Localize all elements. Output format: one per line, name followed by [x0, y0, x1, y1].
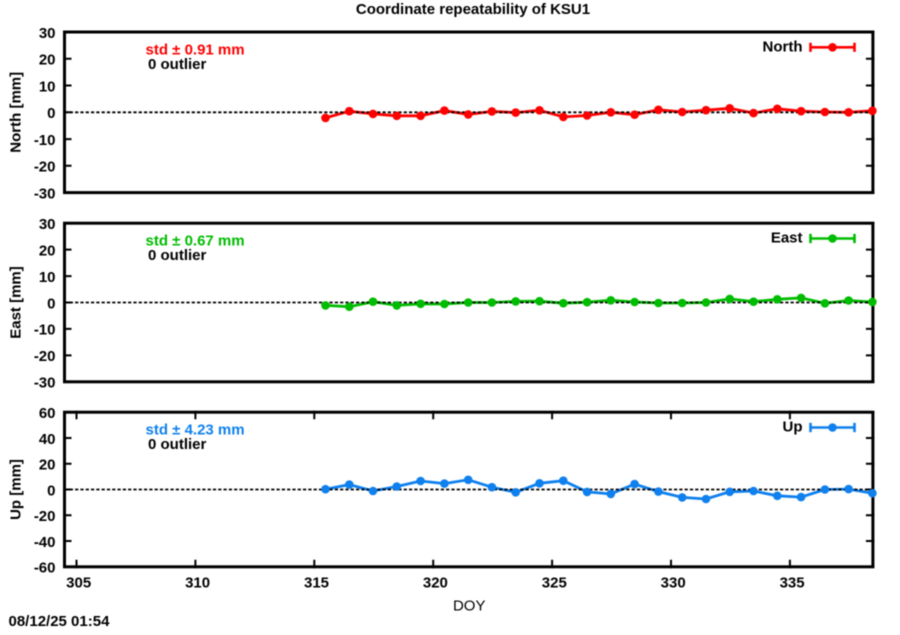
- svg-text:-30: -30: [34, 185, 56, 202]
- svg-text:North: North: [763, 39, 803, 56]
- svg-text:Up [mm]: Up [mm]: [8, 459, 25, 520]
- svg-text:0: 0: [47, 105, 55, 122]
- svg-text:325: 325: [542, 575, 567, 592]
- svg-text:0: 0: [47, 295, 55, 312]
- svg-text:-20: -20: [34, 508, 56, 525]
- svg-text:315: 315: [304, 575, 329, 592]
- svg-text:10: 10: [39, 269, 56, 286]
- svg-text:330: 330: [661, 575, 686, 592]
- svg-text:0: 0: [47, 482, 55, 499]
- svg-text:-60: -60: [34, 560, 56, 577]
- svg-text:0 outlier: 0 outlier: [148, 436, 207, 453]
- svg-text:DOY: DOY: [453, 597, 486, 614]
- svg-text:-20: -20: [34, 348, 56, 365]
- svg-text:30: 30: [39, 25, 56, 42]
- svg-text:20: 20: [39, 457, 56, 474]
- svg-text:08/12/25 01:54: 08/12/25 01:54: [9, 613, 111, 630]
- svg-text:std ± 4.23 mm: std ± 4.23 mm: [146, 422, 245, 439]
- svg-text:20: 20: [39, 242, 56, 259]
- svg-text:-10: -10: [34, 132, 56, 149]
- svg-text:30: 30: [39, 216, 56, 233]
- svg-text:10: 10: [39, 78, 56, 95]
- svg-text:North [mm]: North [mm]: [8, 72, 25, 153]
- svg-text:-20: -20: [34, 159, 56, 176]
- svg-text:310: 310: [185, 575, 210, 592]
- svg-text:-10: -10: [34, 322, 56, 339]
- svg-text:East [mm]: East [mm]: [8, 266, 25, 339]
- svg-text:20: 20: [39, 52, 56, 69]
- svg-text:0 outlier: 0 outlier: [148, 56, 207, 73]
- svg-text:305: 305: [66, 575, 91, 592]
- svg-text:335: 335: [780, 575, 805, 592]
- svg-text:320: 320: [423, 575, 448, 592]
- svg-text:0 outlier: 0 outlier: [148, 247, 207, 264]
- svg-text:std ± 0.67 mm: std ± 0.67 mm: [146, 233, 245, 250]
- svg-text:std ± 0.91 mm: std ± 0.91 mm: [146, 41, 245, 58]
- svg-text:-40: -40: [34, 534, 56, 551]
- svg-text:-30: -30: [34, 375, 56, 392]
- svg-text:East: East: [771, 230, 803, 247]
- svg-text:40: 40: [39, 431, 56, 448]
- svg-text:Up: Up: [783, 419, 803, 436]
- svg-text:60: 60: [39, 405, 56, 422]
- svg-text:Coordinate repeatability of KS: Coordinate repeatability of KSU1: [356, 1, 590, 18]
